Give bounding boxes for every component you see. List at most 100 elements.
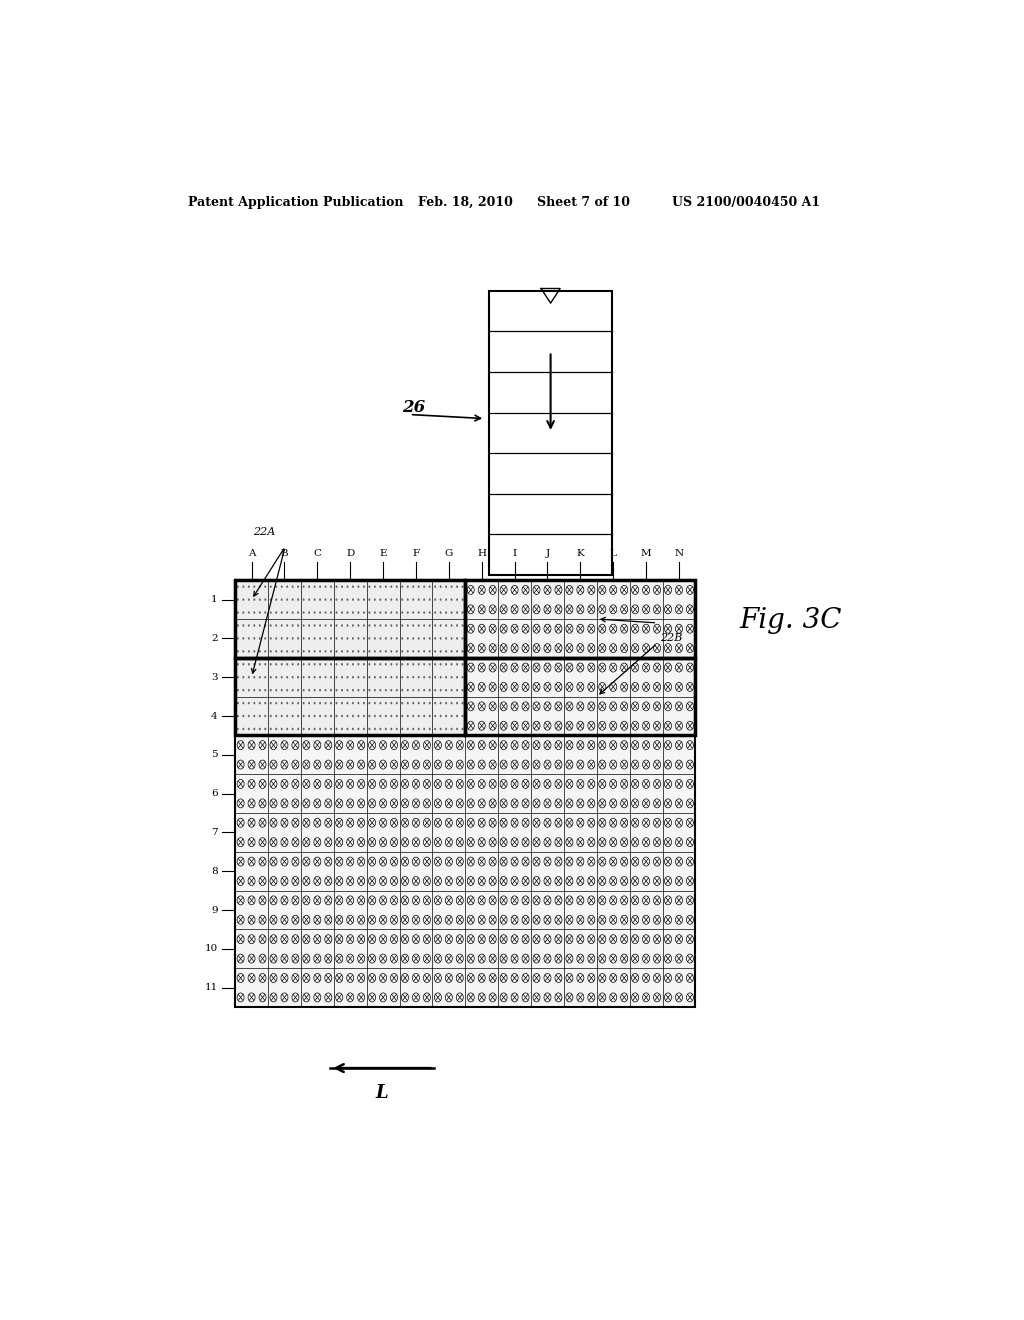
Circle shape — [297, 676, 299, 678]
Circle shape — [297, 702, 299, 705]
Text: Fig. 3C: Fig. 3C — [739, 607, 842, 635]
Bar — [597, 929, 630, 969]
Text: 7: 7 — [211, 828, 218, 837]
Circle shape — [401, 727, 403, 730]
Circle shape — [292, 676, 294, 678]
Bar — [334, 813, 367, 851]
Circle shape — [456, 714, 458, 717]
Circle shape — [357, 714, 359, 717]
Circle shape — [407, 585, 409, 587]
Circle shape — [346, 714, 348, 717]
Circle shape — [286, 727, 288, 730]
Circle shape — [434, 638, 436, 640]
Circle shape — [462, 638, 464, 640]
Circle shape — [313, 638, 315, 640]
Circle shape — [308, 649, 310, 652]
Bar — [432, 735, 465, 775]
Circle shape — [462, 663, 464, 665]
Circle shape — [281, 689, 283, 692]
Circle shape — [286, 702, 288, 705]
Circle shape — [297, 649, 299, 652]
Circle shape — [407, 598, 409, 601]
Text: 22B: 22B — [659, 634, 682, 643]
Circle shape — [423, 649, 425, 652]
Circle shape — [407, 663, 409, 665]
Circle shape — [243, 624, 245, 627]
Circle shape — [396, 624, 397, 627]
Circle shape — [401, 676, 403, 678]
Circle shape — [357, 598, 359, 601]
Circle shape — [308, 702, 310, 705]
Bar — [663, 735, 695, 775]
Bar — [465, 929, 498, 969]
Circle shape — [451, 702, 453, 705]
Circle shape — [462, 727, 464, 730]
Bar — [564, 969, 597, 1007]
Circle shape — [330, 714, 332, 717]
Circle shape — [237, 611, 239, 614]
Circle shape — [434, 714, 436, 717]
Bar — [301, 891, 334, 929]
Circle shape — [313, 585, 315, 587]
Circle shape — [243, 663, 245, 665]
Circle shape — [259, 702, 261, 705]
Circle shape — [336, 649, 338, 652]
Bar — [367, 775, 399, 813]
Bar — [367, 929, 399, 969]
Circle shape — [346, 638, 348, 640]
Circle shape — [401, 624, 403, 627]
Circle shape — [325, 649, 327, 652]
Circle shape — [362, 676, 365, 678]
Circle shape — [374, 714, 376, 717]
Circle shape — [313, 689, 315, 692]
Circle shape — [269, 714, 271, 717]
Circle shape — [330, 727, 332, 730]
Circle shape — [259, 714, 261, 717]
Circle shape — [264, 585, 266, 587]
Circle shape — [303, 663, 304, 665]
Circle shape — [237, 676, 239, 678]
Circle shape — [259, 598, 261, 601]
Circle shape — [259, 689, 261, 692]
Circle shape — [352, 611, 354, 614]
Circle shape — [385, 663, 387, 665]
Text: 3: 3 — [211, 673, 218, 681]
Bar — [236, 581, 695, 1007]
Circle shape — [385, 676, 387, 678]
Circle shape — [325, 598, 327, 601]
Circle shape — [374, 624, 376, 627]
Circle shape — [445, 611, 447, 614]
Circle shape — [286, 611, 288, 614]
Circle shape — [269, 676, 271, 678]
Bar — [399, 581, 432, 619]
Circle shape — [303, 727, 304, 730]
Bar — [564, 851, 597, 891]
Circle shape — [269, 611, 271, 614]
Circle shape — [390, 638, 392, 640]
Circle shape — [413, 598, 415, 601]
Circle shape — [264, 598, 266, 601]
Circle shape — [264, 649, 266, 652]
Circle shape — [418, 702, 420, 705]
Text: 26: 26 — [401, 399, 425, 416]
Circle shape — [451, 676, 453, 678]
Circle shape — [445, 702, 447, 705]
Circle shape — [253, 676, 255, 678]
Bar — [367, 657, 399, 697]
Circle shape — [439, 714, 441, 717]
Bar — [564, 813, 597, 851]
Circle shape — [341, 611, 343, 614]
Bar — [531, 619, 564, 657]
Circle shape — [379, 676, 381, 678]
Bar — [564, 929, 597, 969]
Circle shape — [330, 676, 332, 678]
Circle shape — [346, 598, 348, 601]
Circle shape — [352, 702, 354, 705]
Circle shape — [357, 727, 359, 730]
Circle shape — [462, 714, 464, 717]
Circle shape — [369, 676, 371, 678]
Circle shape — [429, 689, 431, 692]
Circle shape — [336, 611, 338, 614]
Bar — [465, 969, 498, 1007]
Circle shape — [401, 689, 403, 692]
